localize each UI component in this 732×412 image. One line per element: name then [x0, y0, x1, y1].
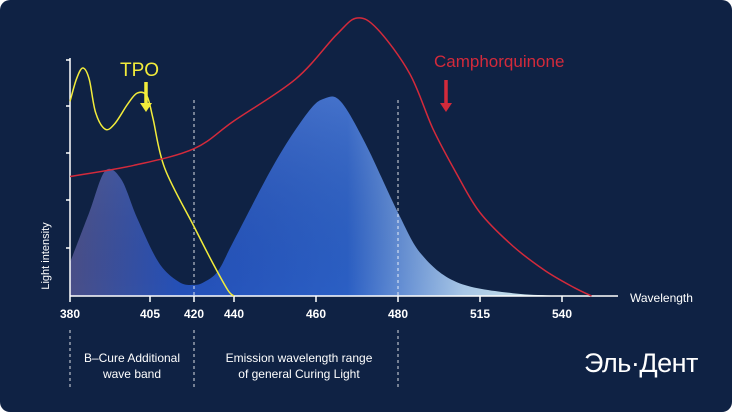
x-tick-label: 380 [60, 307, 80, 321]
series-label-camphorquinone: Camphorquinone [434, 52, 564, 71]
band-caption-line: B–Cure Additional [84, 351, 180, 365]
x-tick-label: 480 [388, 307, 408, 321]
x-tick-label: 460 [306, 307, 326, 321]
band-caption-line: Emission wavelength range [226, 351, 373, 365]
x-axis-label: Wavelength [630, 291, 693, 305]
x-tick-label: 405 [140, 307, 160, 321]
x-tick-label: 540 [552, 307, 572, 321]
series-arrow-head [440, 103, 452, 112]
series-label-tpo: TPO [120, 60, 159, 81]
y-axis-label: Light intensity [40, 222, 52, 290]
x-tick-label: 440 [224, 307, 244, 321]
brand-logo-text: Эль·Дент [584, 348, 698, 378]
series-arrow-head [140, 103, 152, 112]
x-tick-label: 420 [184, 307, 204, 321]
series-line-tpo [69, 67, 235, 297]
x-tick-label: 515 [470, 307, 490, 321]
series-line-camphorquinone [69, 17, 592, 297]
band-caption-line: of general Curing Light [238, 367, 360, 381]
band-caption-line: wave band [102, 367, 161, 381]
emission-area-highlight [70, 96, 575, 296]
